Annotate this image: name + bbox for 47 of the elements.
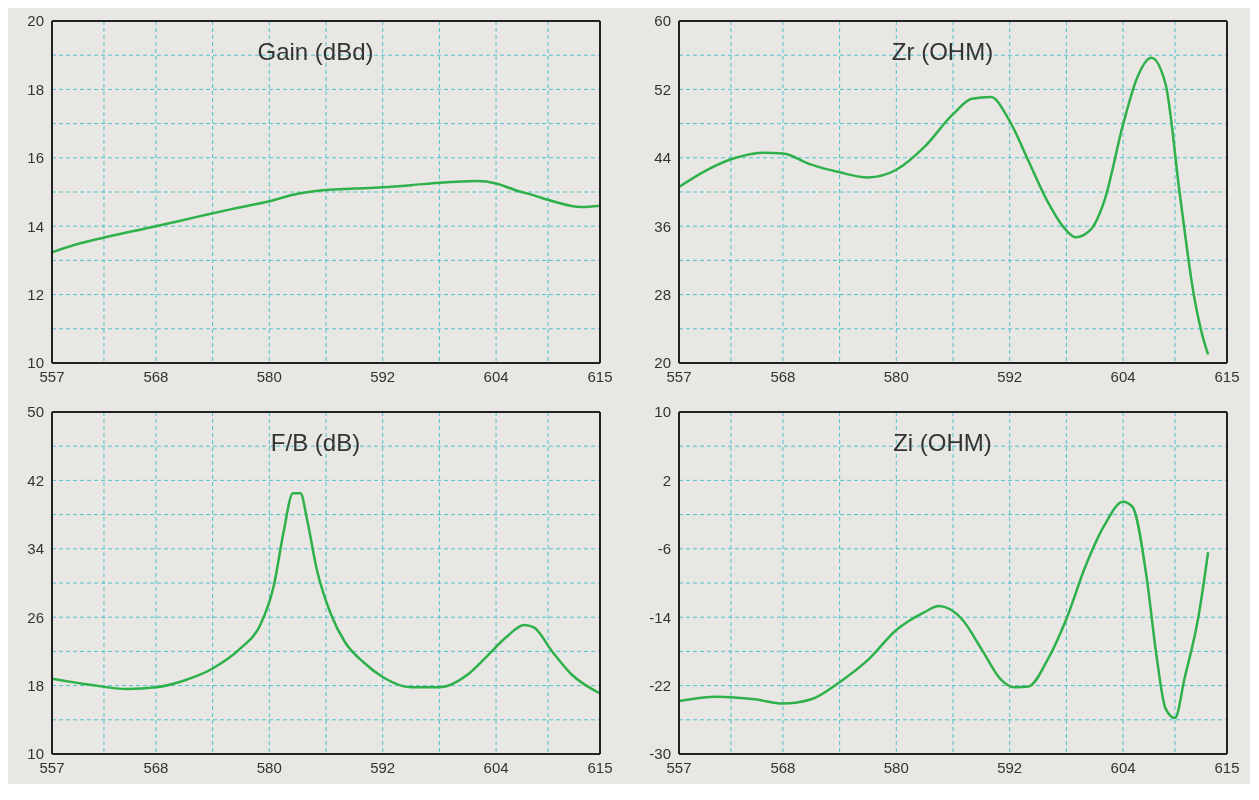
- line-series: [679, 500, 1210, 720]
- x-tick-label: 604: [1110, 367, 1136, 385]
- y-tick-label: 44: [654, 149, 671, 167]
- text: Gain (dBd): [257, 38, 374, 65]
- x-tick-label: 592: [997, 758, 1023, 776]
- y-tick-label: 16: [27, 149, 44, 167]
- x-tick-label: 592: [997, 367, 1023, 385]
- y-tick-label: -6: [657, 540, 671, 558]
- x-tick-label: 568: [770, 758, 796, 776]
- x-tick-label: 580: [256, 367, 282, 385]
- x-tick-label: 615: [587, 367, 613, 385]
- y-tick-label: 50: [27, 403, 44, 421]
- y-tick-label: 12: [27, 285, 44, 303]
- x-tick-label: 568: [143, 367, 169, 385]
- y-tick-label: 26: [27, 608, 44, 626]
- x-tick-label: 580: [883, 367, 909, 385]
- x-tick-label: 580: [256, 758, 282, 776]
- y-tick-label: 28: [654, 285, 671, 303]
- y-tick-label: 36: [654, 217, 671, 235]
- x-tick-label: 615: [1214, 758, 1240, 776]
- y-tick-label: 34: [27, 540, 44, 558]
- x-tick-label: 604: [483, 367, 509, 385]
- text: Zr (OHM): [891, 38, 994, 65]
- y-tick-label: 14: [27, 217, 44, 235]
- x-tick-label: 604: [483, 758, 509, 776]
- line-series: [52, 491, 600, 695]
- text: Zi (OHM): [893, 429, 992, 456]
- x-tick-label: 615: [1214, 367, 1240, 385]
- y-tick-label: 2: [662, 471, 671, 489]
- y-tick-label: -22: [649, 676, 671, 694]
- y-tick-label: -14: [649, 608, 671, 626]
- x-tick-label: 568: [143, 758, 169, 776]
- x-tick-label: 568: [770, 367, 796, 385]
- x-tick-label: 580: [883, 758, 909, 776]
- y-tick-label: 60: [654, 12, 671, 30]
- line-series: [52, 179, 600, 254]
- x-tick-label: 592: [370, 758, 396, 776]
- x-tick-label: 615: [587, 758, 613, 776]
- text: F/B (dB): [270, 429, 361, 456]
- x-tick-label: 604: [1110, 758, 1136, 776]
- x-tick-label: 592: [370, 367, 396, 385]
- y-tick-label: 52: [654, 80, 671, 98]
- y-tick-label: 18: [27, 80, 44, 98]
- y-tick-label: 20: [27, 12, 44, 30]
- y-tick-label: 10: [654, 403, 671, 421]
- y-tick-label: 42: [27, 471, 44, 489]
- y-tick-label: 18: [27, 676, 44, 694]
